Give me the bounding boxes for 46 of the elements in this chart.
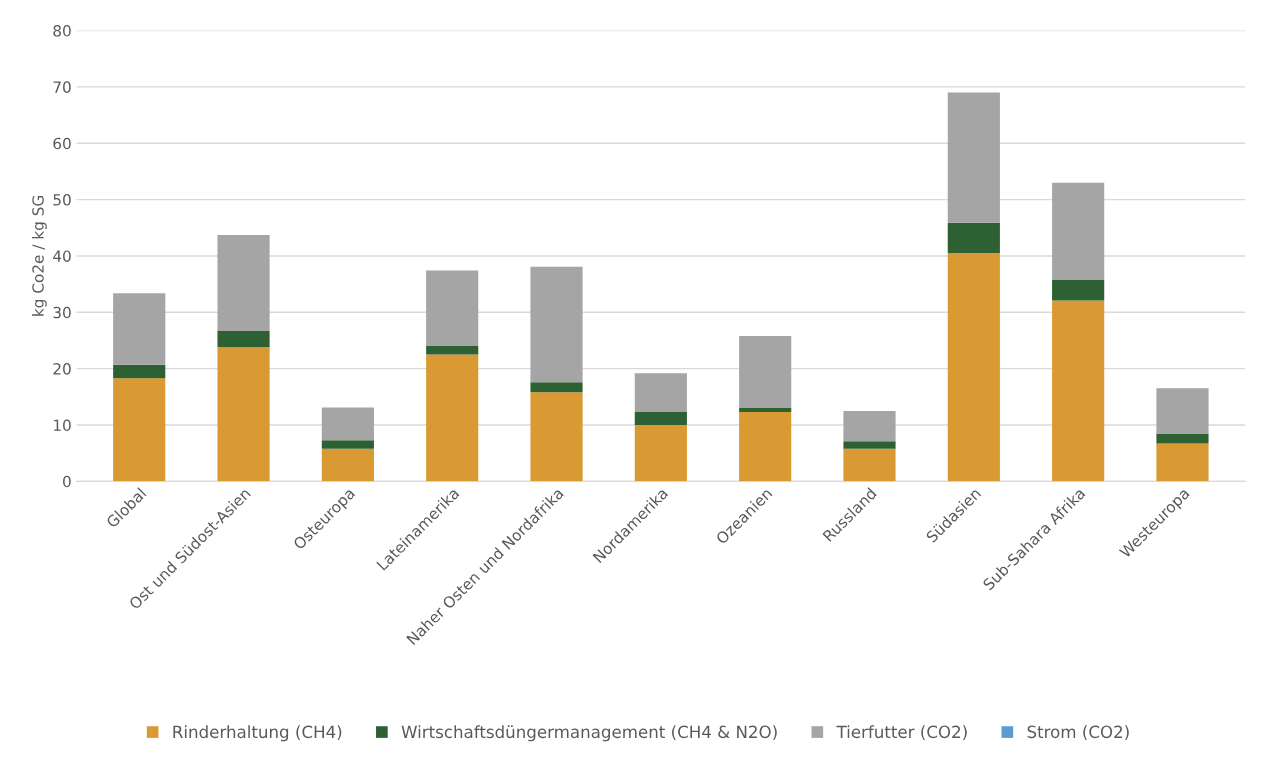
bar [1052,279,1105,301]
y-tick-label: 40 [53,250,71,262]
bar [1156,443,1209,482]
bar [217,330,270,348]
bar [1156,388,1209,434]
y-axis-title: kg Co2e / kg SG [31,196,47,316]
y-tick-label: 20 [53,363,71,375]
y-tick-label: 50 [53,194,71,206]
bar [1052,300,1105,482]
bar [634,373,687,413]
y-tick-label: 60 [53,137,71,150]
bar [634,424,687,482]
bar [739,412,792,482]
bar [947,253,1000,482]
y-tick-label: 80 [53,25,71,37]
bar [530,392,583,482]
bar [113,364,166,379]
bar [426,270,479,347]
legend-label: Wirtschaftsdüngermanagement (CH4 & N2O) [401,725,777,742]
bar [947,92,1000,223]
bar [634,412,687,425]
y-tick-label: 10 [54,419,71,431]
bar [843,448,896,482]
legend-label: Tierfutter (CO2) [836,725,967,741]
bar [1052,182,1105,280]
bar [113,293,166,365]
bar [843,410,896,442]
y-tick-label: 30 [53,306,71,319]
bar [217,347,270,482]
bar [321,407,374,441]
bar [426,354,479,482]
bar [321,440,374,449]
bar [739,335,792,408]
y-tick-label: 0 [63,475,71,488]
bar [1156,433,1209,444]
bar [530,382,583,393]
bar [321,448,374,482]
bar [843,441,896,449]
y-tick-label: 70 [53,81,71,93]
bar [530,266,583,383]
bar [947,222,1000,254]
legend-label: Strom (CO2) [1027,725,1129,741]
bar [217,235,270,331]
legend-label: Rinderhaltung (CH4) [173,725,342,742]
bar [113,378,166,482]
bar [426,346,479,355]
